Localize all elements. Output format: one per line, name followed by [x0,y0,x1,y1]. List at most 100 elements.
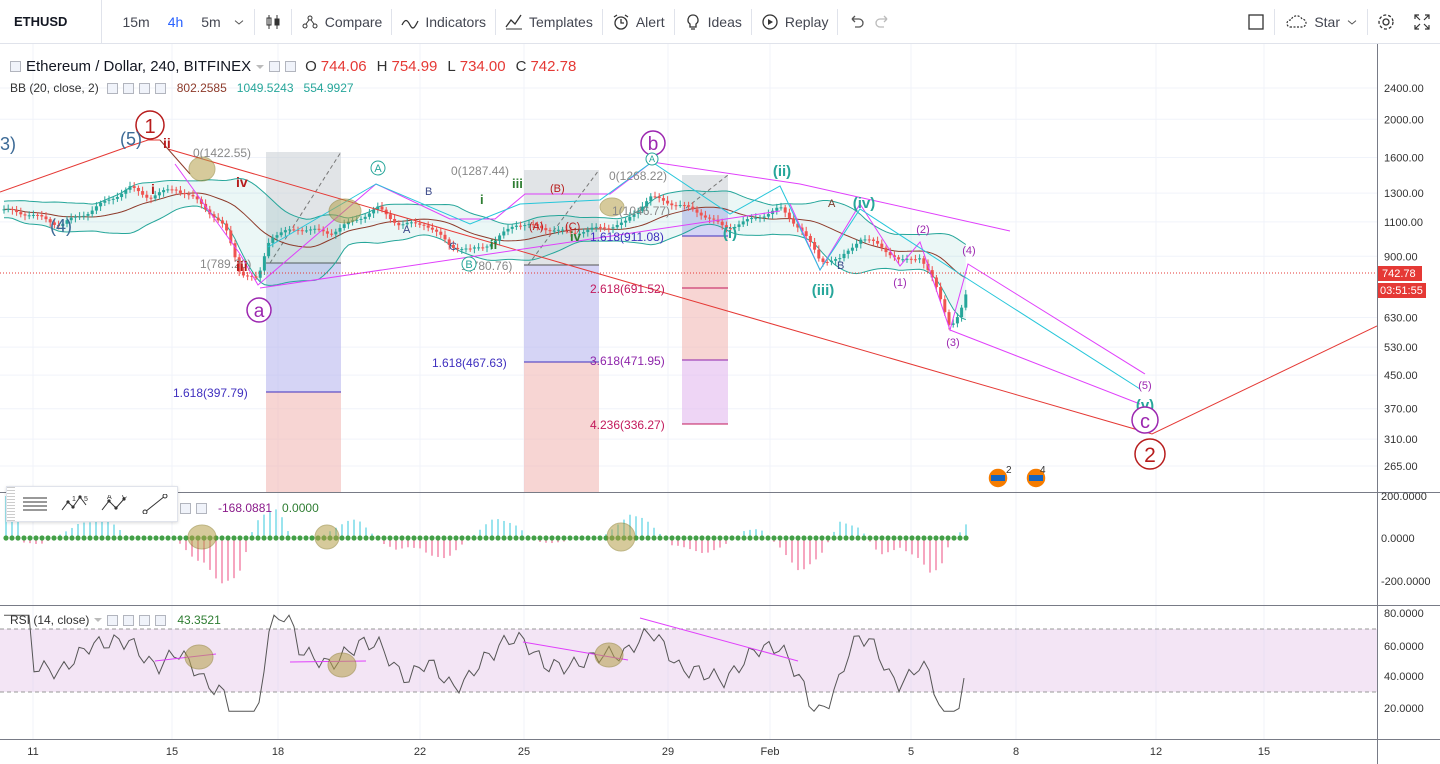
indicators-icon [401,19,419,29]
candle-body [292,229,296,231]
square-icon [1248,13,1264,30]
indicators-button[interactable]: Indicators [392,0,495,44]
macd-zero-dot [147,535,153,541]
macd-zero-dot [15,535,21,541]
close-icon[interactable] [139,614,151,626]
gear-icon[interactable] [123,614,135,626]
macd-scale[interactable]: 200.0000 0.0000 -200.0000 [1381,491,1431,588]
candle-body [229,230,233,244]
macd-zero-dot [39,535,45,541]
macd-zero-dot [717,535,723,541]
interval-15m[interactable]: 15m [122,13,150,30]
candle-body [338,227,342,232]
rsi-tick-label: 60.0000 [1384,641,1424,653]
candle-body [787,212,791,219]
macd-zero-dot [855,535,861,541]
close-icon[interactable] [138,82,150,94]
macd-zero-dot [129,535,135,541]
more-icon[interactable] [155,614,167,626]
macd-zero-dot [747,535,753,541]
candle-body [94,206,98,211]
compare-button[interactable]: Compare [292,0,392,44]
macd-value-1: -168.0881 [218,501,273,515]
price-chart[interactable]: 0(1422.55) 1(789.20) 1.618(397.79) 0(128… [0,44,1440,764]
time-tick-label: 5 [908,746,914,758]
candle-body [380,206,384,210]
candle-body [569,230,573,233]
alert-button[interactable]: Alert [603,0,674,44]
templates-button[interactable]: Templates [496,0,602,44]
lines-icon [23,497,47,511]
fib1-box-gray [266,152,341,263]
macd-tick-label: 0.0000 [1381,533,1415,545]
macd-zero-dot [567,535,573,541]
candle-body [897,257,901,260]
more-icon[interactable] [154,82,166,94]
wave-sub-B-label: B [837,260,844,272]
fullscreen-button[interactable] [1404,0,1440,44]
candle-body [267,242,271,257]
svg-text:A: A [107,495,112,501]
rsi-scale[interactable]: 80.0000 60.0000 40.0000 20.0000 [1384,608,1424,715]
star-button[interactable]: Star [1275,0,1367,44]
candle-body [762,216,766,218]
highlight-ellipse [314,524,340,550]
candle-body [178,190,182,193]
macd-zero-dot [531,535,537,541]
candle-body [409,222,413,224]
price-scale[interactable]: 2400.00 2000.00 1600.00 1300.00 1100.00 900.0… [1384,83,1424,473]
gear-icon[interactable] [122,82,134,94]
redo-button[interactable] [874,0,901,44]
candle-body [754,217,758,219]
chevron-down-icon[interactable] [255,62,265,72]
collapse-legend-icon[interactable] [10,61,21,72]
macd-zero-dot [417,535,423,541]
wave-3-label: 3) [0,134,16,154]
chevron-down-icon[interactable] [233,13,245,31]
candle-body [464,248,468,250]
macd-zero-dot [111,535,117,541]
main-pane[interactable]: 0(1422.55) 1(789.20) 1.618(397.79) 0(128… [0,110,1377,492]
settings-button[interactable] [1368,0,1404,44]
candle-body [859,239,863,244]
price-tick-label: 900.00 [1384,251,1418,263]
interval-5m[interactable]: 5m [201,13,221,30]
fullscreen-square-button[interactable] [1238,0,1274,44]
macd-zero-dot [879,535,885,541]
replay-button[interactable]: Replay [752,0,838,44]
events[interactable]: 2 4 [987,465,1047,489]
macd-zero-dot [273,535,279,541]
candle-body [678,205,682,207]
time-scale[interactable]: 11 15 18 22 25 29 Feb 5 8 12 15 [27,746,1270,758]
eye-icon[interactable] [269,61,281,72]
top-toolbar: ETHUSD 15m 4h 5m Compare Indicators Temp… [0,0,1440,44]
elliott-wave-tool[interactable] [15,487,55,521]
wave-2-label: 2 [1144,444,1156,467]
trend-line-tool[interactable] [135,487,175,521]
macd-zero-dot [69,535,75,541]
macd-zero-dot [819,535,825,541]
macd-zero-dot [639,535,645,541]
wave-iv-label: iv [236,174,248,190]
eye-icon[interactable] [107,614,119,626]
gear-icon[interactable] [285,61,297,72]
wave-circle [1131,406,1159,434]
drag-handle[interactable] [7,487,15,521]
chart-style-button[interactable] [255,0,291,44]
interval-4h[interactable]: 4h [167,13,184,30]
candle-body [86,214,90,216]
wave-1-label: 1 [144,116,155,138]
macd-zero-dot [549,535,555,541]
undo-button[interactable] [838,0,874,44]
chevron-down-icon[interactable] [93,615,103,625]
ideas-button[interactable]: Ideas [675,0,751,44]
symbol-search[interactable]: ETHUSD [0,0,103,44]
eye-icon[interactable] [106,82,118,94]
more-icon[interactable] [180,502,191,514]
candle-body [502,231,506,236]
macd-zero-dot [45,535,51,541]
highlight-ellipse [594,642,624,668]
close-icon[interactable] [196,502,207,514]
